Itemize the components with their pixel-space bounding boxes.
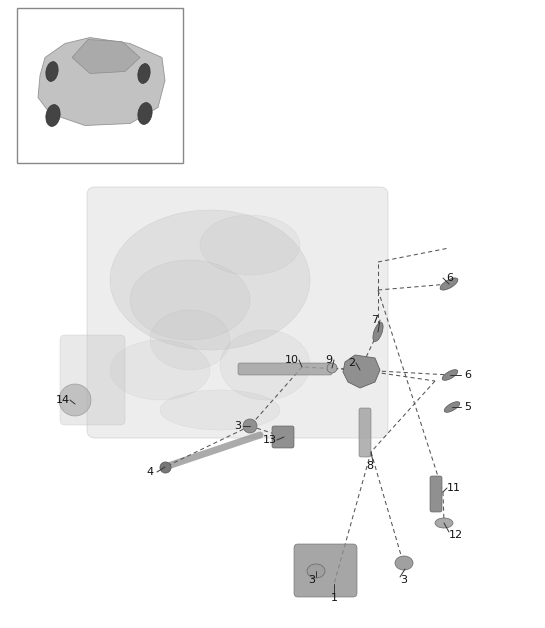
- Ellipse shape: [220, 330, 310, 400]
- Text: 10: 10: [285, 355, 299, 365]
- Text: 5: 5: [464, 402, 471, 412]
- Ellipse shape: [150, 310, 230, 370]
- FancyBboxPatch shape: [294, 544, 357, 597]
- Ellipse shape: [373, 323, 383, 342]
- Ellipse shape: [59, 384, 91, 416]
- Ellipse shape: [110, 210, 310, 350]
- Text: 12: 12: [449, 530, 463, 540]
- Ellipse shape: [444, 402, 460, 413]
- Ellipse shape: [442, 370, 458, 381]
- FancyBboxPatch shape: [272, 426, 294, 448]
- Ellipse shape: [130, 260, 250, 340]
- Ellipse shape: [46, 62, 58, 82]
- Text: 3: 3: [308, 575, 316, 585]
- Polygon shape: [72, 40, 140, 73]
- Text: 9: 9: [325, 355, 332, 365]
- Text: 1: 1: [330, 593, 337, 603]
- Ellipse shape: [395, 556, 413, 570]
- Ellipse shape: [110, 340, 210, 400]
- Text: 3: 3: [234, 421, 241, 431]
- Ellipse shape: [160, 390, 280, 430]
- Text: 14: 14: [56, 395, 70, 405]
- Text: 8: 8: [366, 461, 373, 471]
- Ellipse shape: [46, 105, 60, 126]
- Bar: [17, 8, 183, 163]
- Ellipse shape: [435, 518, 453, 528]
- Ellipse shape: [307, 564, 325, 578]
- Ellipse shape: [200, 215, 300, 275]
- FancyBboxPatch shape: [60, 335, 125, 425]
- Ellipse shape: [138, 102, 152, 124]
- Ellipse shape: [243, 419, 257, 433]
- FancyBboxPatch shape: [430, 476, 442, 512]
- Text: 3: 3: [401, 575, 408, 585]
- FancyBboxPatch shape: [238, 363, 332, 375]
- Text: 11: 11: [447, 483, 461, 493]
- Text: 2: 2: [348, 358, 355, 368]
- Text: 7: 7: [372, 315, 379, 325]
- Text: 4: 4: [147, 467, 154, 477]
- Ellipse shape: [440, 278, 458, 290]
- FancyBboxPatch shape: [359, 408, 371, 457]
- Text: 6: 6: [446, 273, 453, 283]
- Text: 13: 13: [263, 435, 277, 445]
- Ellipse shape: [138, 63, 150, 84]
- FancyBboxPatch shape: [87, 187, 388, 438]
- Polygon shape: [38, 38, 165, 126]
- Text: 6: 6: [464, 370, 471, 380]
- Ellipse shape: [327, 363, 337, 373]
- Polygon shape: [343, 355, 380, 388]
